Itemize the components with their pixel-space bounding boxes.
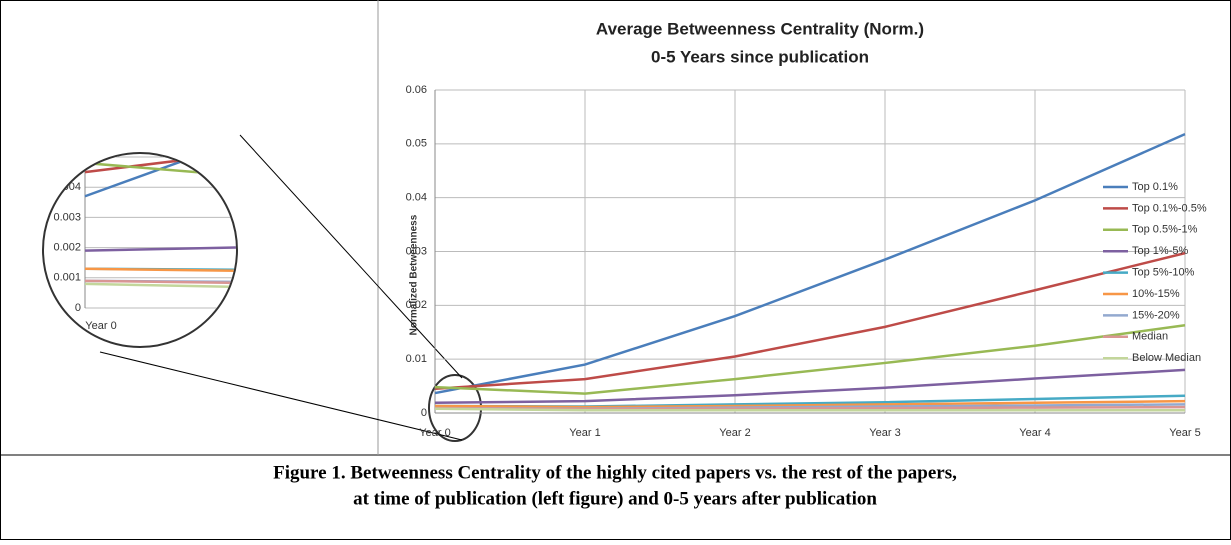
legend-label: Below Median xyxy=(1132,352,1201,364)
legend-label: Top 0.1%-0.5% xyxy=(1132,202,1207,214)
legend-label: 15%-20% xyxy=(1132,309,1180,321)
series-line xyxy=(434,407,1185,412)
series-line xyxy=(434,399,1186,409)
x-tick-label: Year 2 xyxy=(719,427,750,439)
y-tick-label: 0.01 xyxy=(406,353,427,365)
y-tick-label: 0 xyxy=(421,407,427,419)
inset-series-line xyxy=(84,279,236,285)
legend-label: Median xyxy=(1132,331,1168,343)
y-tick-label: 0.06 xyxy=(406,84,427,96)
y-axis-label: Normalized Betweenness xyxy=(409,214,420,335)
chart-subtitle: 0-5 Years since publication xyxy=(651,47,869,66)
series-line xyxy=(434,368,1186,405)
inset-y-tick-label: 0 xyxy=(75,302,81,314)
zoom-connector xyxy=(239,134,463,379)
y-tick-label: 0.05 xyxy=(406,138,427,150)
x-tick-label: Year 4 xyxy=(1019,427,1050,439)
legend-label: Top 0.5%-1% xyxy=(1132,224,1198,236)
series-line xyxy=(434,324,1186,395)
x-tick-label: Year 1 xyxy=(569,427,600,439)
series-line xyxy=(434,132,1186,395)
inset-series-line xyxy=(84,282,236,289)
y-tick-label: 0.03 xyxy=(406,245,427,257)
y-tick-label: 0.02 xyxy=(406,299,427,311)
inset-y-tick-label: 0.001 xyxy=(53,272,81,284)
legend-label: Top 0.1% xyxy=(1132,181,1178,193)
legend-label: Top 1%-5% xyxy=(1132,245,1188,257)
series-line xyxy=(434,251,1186,391)
x-tick-label: Year 3 xyxy=(869,427,900,439)
inset-y-tick-label: 0.003 xyxy=(53,211,81,223)
caption-line: at time of publication (left figure) and… xyxy=(353,488,877,509)
inset-y-tick-label: 0.002 xyxy=(53,242,81,254)
legend-label: Top 5%-10% xyxy=(1132,267,1195,279)
x-tick-label: Year 0 xyxy=(419,427,450,439)
chart-title: Average Betweenness Centrality (Norm.) xyxy=(596,19,924,38)
zoom-connector xyxy=(99,351,463,441)
x-tick-label: Year 5 xyxy=(1169,427,1200,439)
inset-x-tick-label: Year 0 xyxy=(85,320,116,332)
y-tick-label: 0.04 xyxy=(406,192,427,204)
inset-series-line xyxy=(84,246,236,252)
legend-label: 10%-15% xyxy=(1132,288,1180,300)
inset-series-line xyxy=(84,267,236,273)
caption-line: Figure 1. Betweenness Centrality of the … xyxy=(273,462,957,483)
